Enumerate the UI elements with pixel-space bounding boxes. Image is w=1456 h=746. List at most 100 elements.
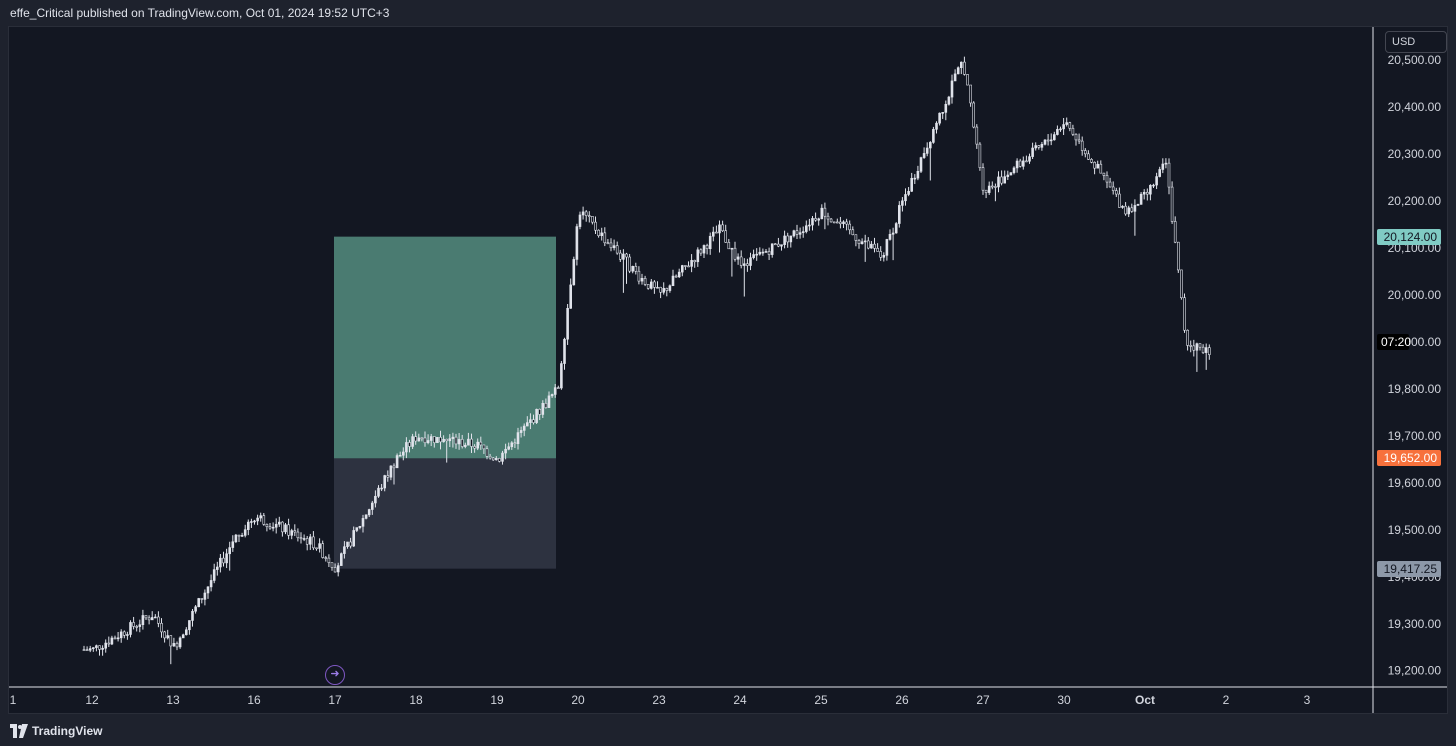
currency-button[interactable]: USD: [1385, 31, 1447, 53]
candle-body: [417, 437, 421, 442]
candle-body: [901, 200, 904, 206]
candle-body: [445, 438, 449, 442]
candle-body: [1105, 175, 1109, 183]
candle-body: [560, 363, 563, 389]
candle-body: [355, 527, 359, 531]
candle-body: [1080, 140, 1084, 151]
candle-body: [950, 80, 954, 98]
candle-body: [696, 249, 700, 263]
candle-body: [594, 221, 597, 231]
candle-body: [1093, 161, 1096, 169]
candle-body: [256, 517, 259, 522]
candle-body: [876, 248, 879, 252]
candle-body: [194, 606, 197, 612]
candle-body: [835, 221, 839, 224]
candle-body: [829, 218, 833, 223]
candle-body: [219, 557, 222, 568]
candle-body: [411, 436, 414, 447]
candle-body: [780, 244, 783, 247]
candle-body: [569, 284, 573, 309]
candle-body: [699, 249, 703, 254]
candle-body: [401, 451, 405, 456]
candle-body: [237, 534, 241, 537]
candle-body: [975, 126, 979, 145]
brand-name[interactable]: TradingView: [32, 724, 103, 738]
candle-body: [1099, 163, 1103, 174]
candle-body: [969, 84, 972, 104]
candle-body: [584, 211, 588, 216]
candle-body: [423, 437, 427, 443]
candle-body: [947, 96, 951, 105]
y-tick-label: 19,800.00: [1388, 382, 1442, 396]
candle-body: [473, 446, 476, 449]
candle-body: [138, 624, 142, 627]
candle-body: [231, 541, 235, 548]
candle-body: [274, 523, 278, 528]
candle-body: [1056, 129, 1059, 135]
candle-body: [327, 557, 331, 563]
candle-body: [628, 256, 631, 272]
candle-body: [364, 514, 368, 519]
replay-arrow-icon[interactable]: ➜: [325, 665, 345, 685]
price-chart[interactable]: 20,500.00 20,400.00 20,300.00 20,200.00 20,1…: [9, 27, 1447, 713]
candle-body: [491, 457, 495, 461]
candle-body: [1028, 156, 1031, 162]
candle-body: [1074, 133, 1078, 141]
candle-body: [160, 623, 163, 633]
candle-body: [640, 278, 644, 282]
candle-body: [795, 230, 799, 235]
candle-body: [612, 245, 616, 249]
candle-body: [476, 441, 480, 449]
candle-body: [866, 240, 870, 249]
candle-body: [166, 635, 169, 639]
candle-body: [1009, 172, 1013, 176]
candle-body: [451, 436, 455, 439]
footer: TradingView: [0, 716, 1456, 746]
chart-area[interactable]: 20,500.00 20,400.00 20,300.00 20,200.00 20,1…: [8, 26, 1448, 714]
candle-body: [1077, 139, 1081, 142]
x-tick-label: 17: [328, 693, 342, 707]
candle-body: [516, 432, 520, 445]
candle-body: [1158, 169, 1161, 177]
candle-body: [123, 631, 126, 636]
candle-body: [494, 458, 498, 461]
x-tick-label: 18: [409, 693, 423, 707]
candle-body: [963, 61, 966, 75]
candle-body: [708, 235, 712, 250]
candle-body: [1000, 176, 1003, 184]
candle-body: [814, 218, 817, 221]
candle-body: [107, 642, 111, 645]
candle-body: [609, 242, 613, 249]
candle-body: [823, 207, 827, 217]
countdown-tag: 07:20: [1377, 333, 1411, 350]
candle-body: [913, 177, 917, 180]
candle-body: [1034, 145, 1037, 149]
candle-body: [904, 194, 907, 202]
candle-body: [296, 531, 300, 539]
candle-body: [742, 263, 746, 266]
candle-body: [1127, 207, 1130, 215]
x-tick-label: 3: [1304, 693, 1311, 707]
candle-body: [1208, 347, 1211, 355]
candle-body: [287, 524, 290, 536]
candle-body: [972, 102, 976, 128]
candle-body: [212, 569, 216, 581]
candle-body: [519, 430, 523, 433]
candle-body: [228, 547, 231, 555]
candle-body: [482, 444, 486, 450]
candle-body: [225, 553, 228, 564]
candle-body: [888, 233, 892, 240]
candle-body: [175, 643, 179, 648]
candle-body: [1121, 205, 1124, 208]
candle-body: [265, 523, 269, 527]
tradingview-logo-icon[interactable]: [10, 724, 28, 738]
candle-body: [1149, 184, 1152, 195]
candle-body: [941, 112, 945, 114]
candle-body: [575, 226, 579, 260]
candle-body: [646, 284, 650, 289]
candle-body: [510, 442, 514, 448]
candle-body: [1043, 139, 1047, 145]
candle-body: [870, 243, 873, 249]
candle-body: [504, 448, 507, 454]
candle-body: [1152, 184, 1155, 187]
